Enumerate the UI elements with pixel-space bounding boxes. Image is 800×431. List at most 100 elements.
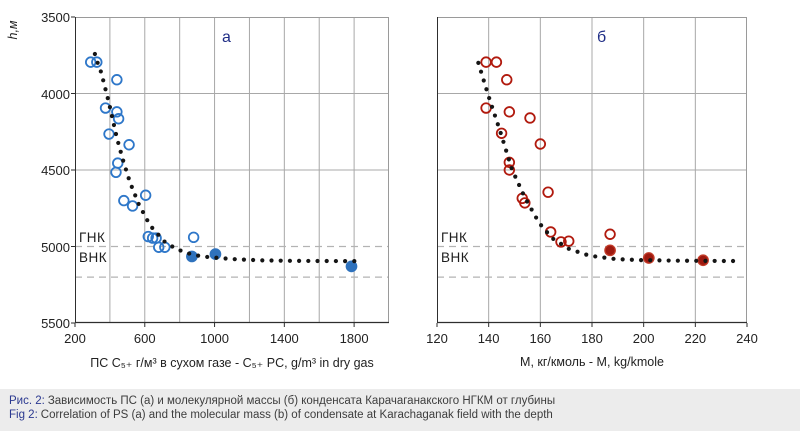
caption-en-text: Correlation of PS (a) and the molecular …	[40, 409, 553, 421]
trend-dot	[123, 167, 129, 172]
trend-dot	[315, 258, 320, 264]
panel-a-letter: а	[222, 29, 231, 46]
trend-dot	[136, 201, 141, 207]
trend-dot	[101, 78, 106, 83]
caption-line-ru: Рис. 2: Зависимость ПС (а) и молекулярной…	[9, 394, 800, 408]
data-point-filled	[345, 260, 358, 273]
trend-dot	[524, 199, 530, 204]
data-point-open	[139, 189, 152, 201]
x-tick-label: 1000	[200, 331, 230, 346]
data-point-open	[501, 74, 513, 86]
trend-dotted-curve	[476, 60, 736, 264]
y-tick-label: 5500	[41, 316, 70, 331]
data-point-open	[187, 231, 200, 244]
trend-dot	[504, 148, 509, 153]
trend-dot	[487, 95, 492, 101]
trend-dot	[111, 122, 117, 128]
trend-dot	[278, 258, 283, 263]
trend-dot	[187, 251, 192, 256]
trend-dot	[657, 258, 662, 263]
trend-dot	[150, 225, 155, 230]
trend-dot	[241, 257, 247, 262]
trend-dot	[712, 258, 717, 264]
trend-dot	[333, 258, 339, 264]
panel-a-plot-area	[71, 16, 389, 327]
y-axis-unit-label: h,м	[6, 20, 20, 40]
data-point-filled	[604, 244, 616, 257]
trend-dot	[529, 207, 534, 212]
x-tick-label: 120	[426, 331, 448, 346]
trend-dot	[498, 130, 503, 136]
trend-dot	[214, 255, 219, 260]
x-tick-label: 200	[632, 331, 655, 346]
x-tick-label: 1400	[269, 331, 299, 346]
data-point-open	[123, 139, 135, 151]
figure-caption: Рис. 2: Зависимость ПС (а) и молекулярной…	[0, 389, 800, 431]
trend-dot	[492, 113, 498, 118]
data-point-open	[118, 194, 130, 207]
trend-dot	[105, 96, 110, 101]
trend-dot	[109, 113, 115, 119]
trend-dot	[694, 258, 699, 263]
trend-dot	[721, 258, 726, 264]
data-point-open	[111, 74, 123, 86]
x-tick-label: 180	[581, 331, 603, 346]
trend-dot	[703, 258, 708, 263]
caption-ru-text: Зависимость ПС (а) и молекулярной массы …	[47, 395, 556, 407]
y-tick-label: 4000	[41, 86, 70, 102]
trend-dot	[95, 60, 100, 65]
panel-a-vnk-label: ВНК	[79, 250, 108, 265]
trend-dot	[92, 51, 97, 57]
data-point-open	[480, 56, 492, 68]
trend-dot	[352, 259, 357, 264]
trend-dot	[638, 258, 644, 263]
x-tick-label: 140	[477, 331, 500, 346]
trend-dot	[103, 87, 108, 92]
trend-dot	[118, 149, 123, 154]
trend-dot	[126, 176, 131, 181]
trend-dot	[121, 158, 126, 163]
data-point-open	[519, 197, 531, 209]
data-point-open	[112, 113, 125, 125]
tick-marks	[71, 16, 355, 327]
trend-dot	[251, 257, 256, 263]
y-tick-label: 3500	[41, 10, 70, 25]
trend-dot	[495, 122, 500, 127]
data-point-open	[91, 56, 103, 68]
caption-ru-prefix: Рис. 2:	[9, 395, 45, 407]
data-point-open	[534, 138, 547, 150]
trend-dot	[675, 258, 680, 263]
y-tick-label: 4500	[41, 163, 70, 178]
data-point-open	[153, 241, 165, 253]
trend-dot	[544, 230, 550, 235]
x-tick-label: 160	[529, 331, 552, 346]
trend-dot	[551, 236, 556, 242]
x-tick-label: 220	[684, 331, 707, 346]
trend-dot	[476, 60, 481, 65]
trend-dot	[178, 248, 183, 253]
data-point-open	[110, 166, 122, 178]
trend-dot	[684, 258, 690, 263]
horizontal-gridlines	[437, 93, 747, 171]
data-point-open	[503, 106, 516, 118]
data-point-open	[480, 102, 492, 114]
trend-dot	[145, 218, 150, 223]
panel-b-vnk-label: ВНК	[441, 250, 470, 265]
x-tick-label: 1800	[339, 331, 369, 346]
trend-dot	[620, 257, 625, 262]
y-tick-label: 5000	[41, 239, 70, 255]
trend-dot	[196, 253, 201, 258]
trend-dot	[566, 246, 571, 251]
trend-dot	[223, 256, 228, 261]
data-point-open	[542, 186, 554, 198]
data-point-open	[563, 235, 575, 247]
data-point-open	[604, 228, 616, 240]
caption-en-prefix: Fig 2:	[9, 409, 38, 421]
trend-dot	[539, 223, 544, 228]
data-point-open	[146, 232, 159, 244]
trend-dot	[509, 166, 514, 171]
panel-b-plot-area	[436, 17, 748, 327]
trend-dot	[602, 255, 607, 260]
trend-dot	[506, 157, 511, 162]
filled-data-points	[604, 244, 709, 267]
